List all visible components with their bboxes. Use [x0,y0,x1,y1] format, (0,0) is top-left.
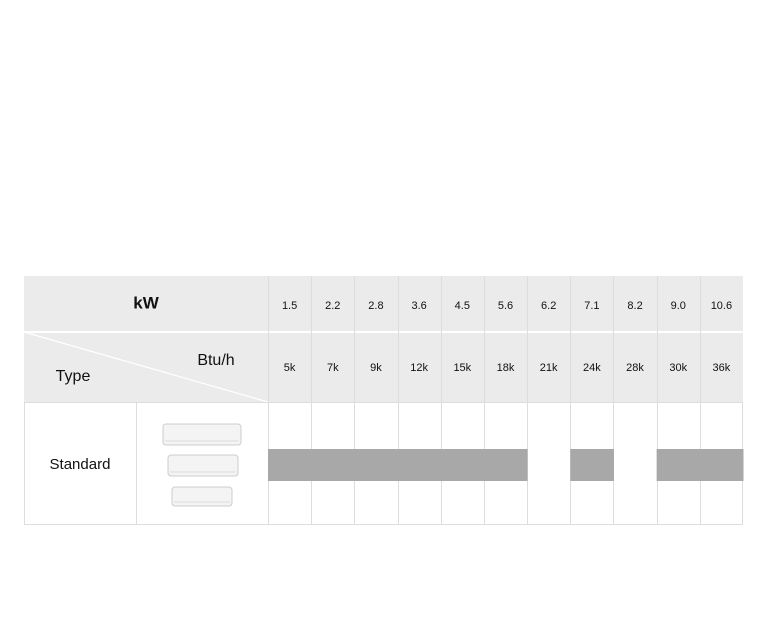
kw-value: 2.8 [368,300,383,312]
btu-value: 12k [410,362,428,374]
availability-bar [440,449,485,481]
btu-value: 28k [626,362,644,374]
availability-bar [354,449,399,481]
unit-images [162,423,242,507]
unit-image [171,486,233,507]
availability-bar [397,449,442,481]
kw-value: 10.6 [711,300,732,312]
kw-value: 9.0 [671,300,686,312]
availability-bar [311,449,355,481]
availability-bar [483,449,528,481]
kw-value: 6.2 [541,300,556,312]
kw-value: 5.6 [498,300,513,312]
availability-bar [656,449,701,481]
header-bg [24,276,743,402]
btu-value: 15k [453,362,471,374]
btu-value: 7k [327,362,339,374]
availability-bar [699,449,744,481]
btu-value: 18k [497,362,515,374]
unit-image [167,454,239,477]
kw-value: 8.2 [627,300,642,312]
btu-value: 30k [669,362,687,374]
kw-value: 7.1 [584,300,599,312]
row-label: Standard [50,456,111,473]
kw-label: kW [133,293,159,312]
availability-bar [268,449,312,481]
kw-value: 3.6 [411,300,426,312]
btu-label: Btu/h [197,352,234,369]
diagonal [23,331,269,403]
btu-value: 5k [284,362,296,374]
btu-value: 24k [583,362,601,374]
kw-value: 1.5 [282,300,297,312]
kw-value: 2.2 [325,300,340,312]
btu-value: 36k [713,362,731,374]
kw-value: 4.5 [455,300,470,312]
availability-bar [570,449,614,481]
type-label: Type [56,368,91,385]
unit-image [162,423,242,446]
btu-value: 21k [540,362,558,374]
btu-value: 9k [370,362,382,374]
